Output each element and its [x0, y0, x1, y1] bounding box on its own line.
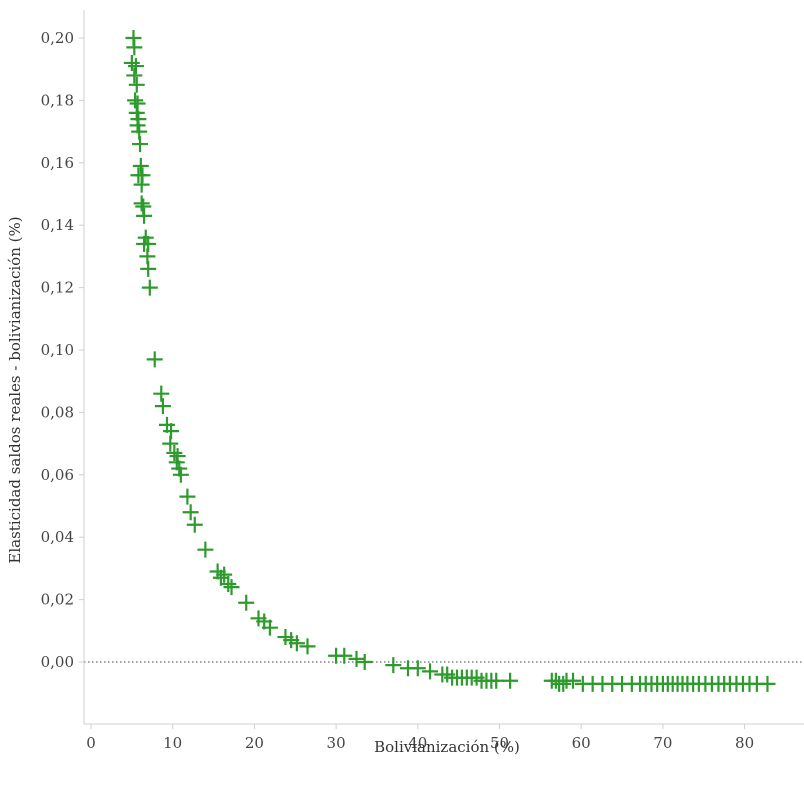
data-point-marker	[153, 385, 170, 402]
data-point-marker	[385, 657, 402, 674]
data-markers	[123, 30, 776, 692]
data-point-marker	[133, 195, 150, 212]
y-tick-label: 0,00	[41, 653, 74, 671]
data-point-marker	[565, 672, 582, 689]
data-point-marker	[136, 207, 153, 224]
data-point-marker	[288, 635, 305, 652]
data-point-marker	[126, 39, 143, 56]
y-tick-label: 0,02	[41, 591, 74, 609]
y-tick-label: 0,20	[41, 29, 74, 47]
data-point-marker	[146, 351, 163, 368]
x-tick-label: 80	[735, 734, 754, 752]
data-point-marker	[409, 660, 426, 677]
y-tick-label: 0,18	[41, 91, 74, 109]
data-point-marker	[261, 619, 278, 636]
data-point-marker	[132, 157, 149, 174]
y-tick-label: 0,16	[41, 154, 74, 172]
data-point-marker	[123, 54, 140, 71]
data-point-marker	[759, 675, 776, 692]
data-point-marker	[182, 504, 199, 521]
data-point-marker	[555, 675, 572, 692]
data-point-marker	[356, 654, 373, 670]
y-tick-label: 0,12	[41, 279, 74, 297]
y-tick-label: 0,06	[41, 466, 74, 484]
data-point-marker	[348, 650, 365, 667]
data-point-marker	[179, 488, 196, 505]
x-tick-label: 60	[572, 734, 591, 752]
data-point-marker	[132, 136, 149, 153]
data-point-marker	[133, 176, 150, 193]
data-point-marker	[128, 76, 145, 93]
data-point-marker	[140, 260, 157, 277]
data-point-marker	[336, 647, 353, 664]
data-point-marker	[502, 672, 519, 689]
data-point-marker	[166, 444, 183, 461]
data-point-marker	[488, 672, 505, 689]
y-tick-label: 0,04	[41, 528, 74, 546]
data-point-marker	[238, 594, 255, 611]
data-point-marker	[127, 92, 144, 109]
x-tick-label: 30	[327, 734, 346, 752]
y-axis-ticks: 0,00 0,02 0,04 0,06 0,08 0,10 0,12 0,14 0,16 0,18…	[41, 29, 84, 671]
data-point-marker	[422, 663, 439, 680]
x-tick-label: 20	[245, 734, 264, 752]
data-point-marker	[126, 67, 143, 84]
data-point-marker	[154, 398, 171, 415]
data-point-marker	[299, 638, 316, 655]
x-tick-label: 0	[86, 734, 96, 752]
y-tick-label: 0,08	[41, 403, 74, 421]
data-point-marker	[162, 435, 179, 452]
data-point-marker	[197, 541, 214, 558]
x-tick-label: 50	[490, 734, 509, 752]
x-tick-label: 70	[653, 734, 672, 752]
data-point-marker	[141, 279, 158, 296]
x-tick-label: 40	[408, 734, 427, 752]
data-point-marker	[127, 58, 144, 75]
x-axis-title: Bolivianización (%)	[374, 738, 520, 756]
x-axis-ticks: 0 10 20 30 40 50 60 70 80	[86, 724, 754, 752]
data-point-marker	[186, 516, 203, 533]
data-point-marker	[220, 576, 237, 592]
y-tick-label: 0,14	[41, 216, 74, 234]
data-point-marker	[216, 566, 233, 583]
data-point-marker	[223, 579, 240, 596]
y-axis-title: Elasticidad saldos reales - bolivianizac…	[6, 216, 24, 563]
data-point-marker	[172, 466, 189, 483]
x-tick-label: 10	[163, 734, 182, 752]
y-tick-label: 0,10	[41, 341, 74, 359]
